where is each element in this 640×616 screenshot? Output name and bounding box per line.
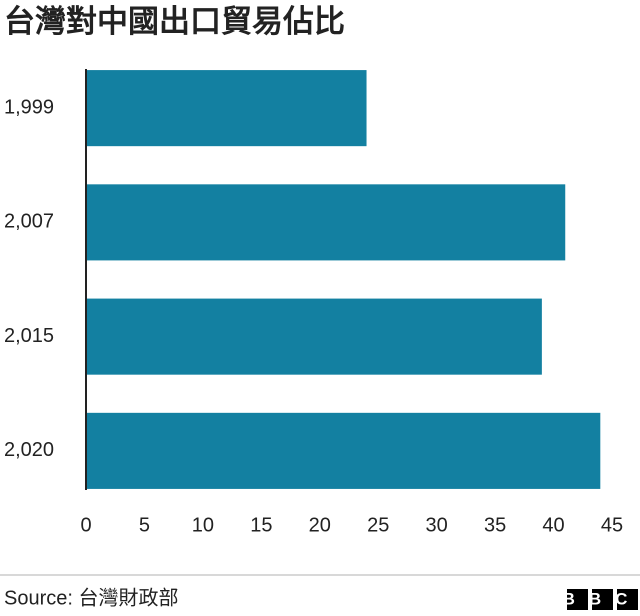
source: Source: 台灣財政部 <box>4 586 178 609</box>
x-tick-label: 30 <box>426 514 448 536</box>
x-tick-label: 15 <box>250 514 272 536</box>
bar <box>86 70 367 147</box>
bar <box>86 298 542 375</box>
logo-box <box>567 589 588 610</box>
logo-text: BBC <box>563 589 640 608</box>
x-tick-label: 45 <box>601 514 623 536</box>
x-tick-label: 40 <box>542 514 564 536</box>
x-tick-label: 0 <box>80 514 91 536</box>
bar <box>86 412 601 489</box>
logo-box <box>592 589 613 610</box>
x-tick-label: 10 <box>192 514 214 536</box>
y-tick-label: 2,015 <box>4 325 54 347</box>
x-tick-label: 5 <box>139 514 150 536</box>
y-tick-label: 2,007 <box>4 211 54 233</box>
chart-title: 台灣對中國出口貿易佔比 <box>4 4 345 39</box>
bar <box>86 184 566 261</box>
x-tick-label: 20 <box>309 514 331 536</box>
logo-box <box>617 589 638 610</box>
x-tick-label: 25 <box>367 514 389 536</box>
logo: BBC <box>563 589 640 610</box>
y-tick-label: 1,999 <box>4 96 54 118</box>
y-tick-label: 2,020 <box>4 439 54 461</box>
x-tick-label: 35 <box>484 514 506 536</box>
